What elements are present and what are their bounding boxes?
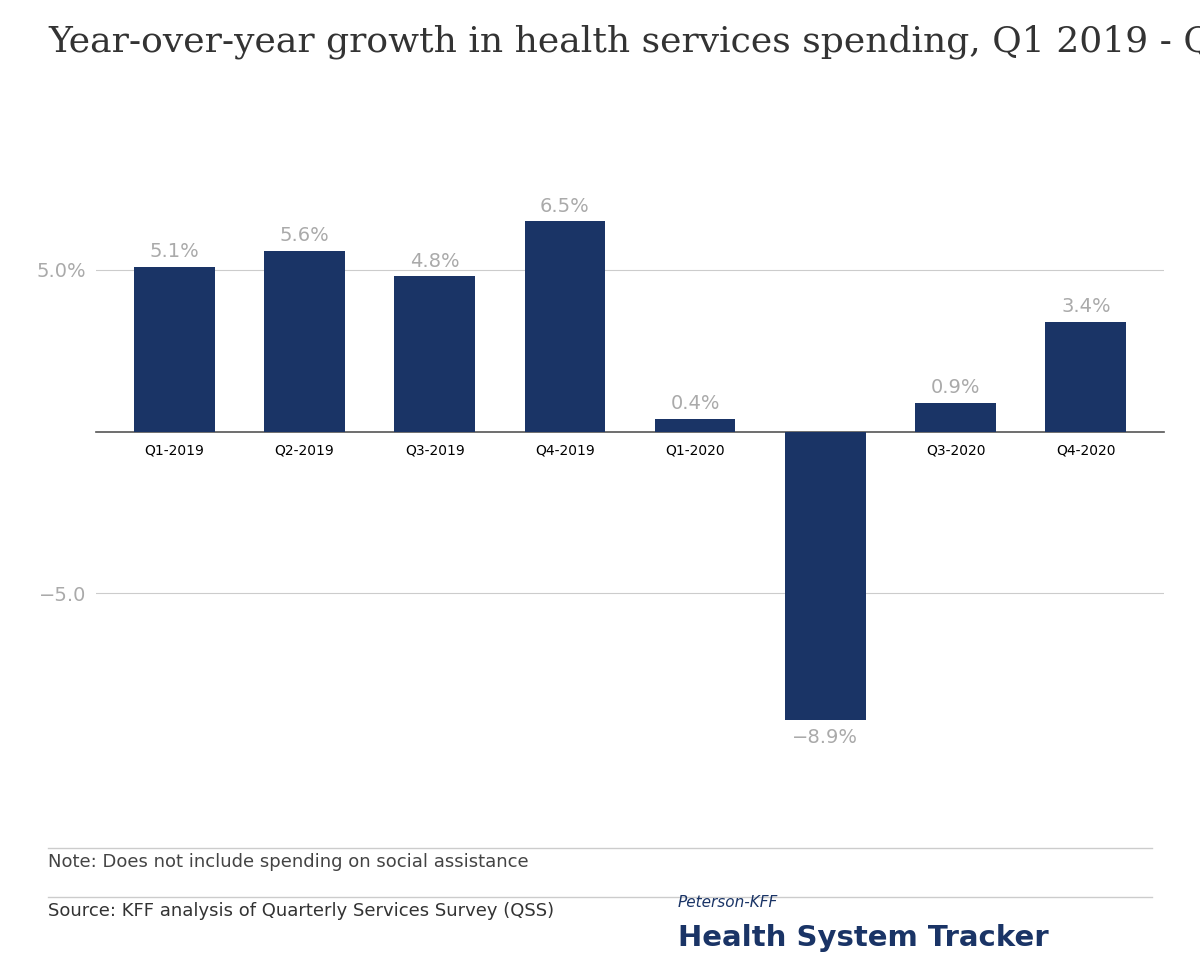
Text: 5.1%: 5.1% [149,242,199,261]
Text: 3.4%: 3.4% [1061,297,1111,316]
Bar [1045,321,1127,431]
Bar [264,251,344,431]
Text: Year-over-year growth in health services spending, Q1 2019 - Q4 2020: Year-over-year growth in health services… [48,24,1200,59]
Text: Health System Tracker: Health System Tracker [678,924,1049,953]
Bar [395,276,475,431]
Text: 4.8%: 4.8% [410,252,460,270]
Text: 0.4%: 0.4% [671,394,720,413]
Bar [524,221,605,431]
Text: Note: Does not include spending on social assistance: Note: Does not include spending on socia… [48,853,529,870]
Bar [655,418,736,431]
Bar [916,403,996,431]
Text: 5.6%: 5.6% [280,225,329,245]
Text: Source: KFF analysis of Quarterly Services Survey (QSS): Source: KFF analysis of Quarterly Servic… [48,902,554,919]
Text: 0.9%: 0.9% [931,377,980,397]
Bar [785,431,865,719]
Text: −8.9%: −8.9% [792,727,858,747]
Bar [133,267,215,431]
Text: Peterson-KFF: Peterson-KFF [678,895,779,909]
Text: 6.5%: 6.5% [540,197,589,216]
